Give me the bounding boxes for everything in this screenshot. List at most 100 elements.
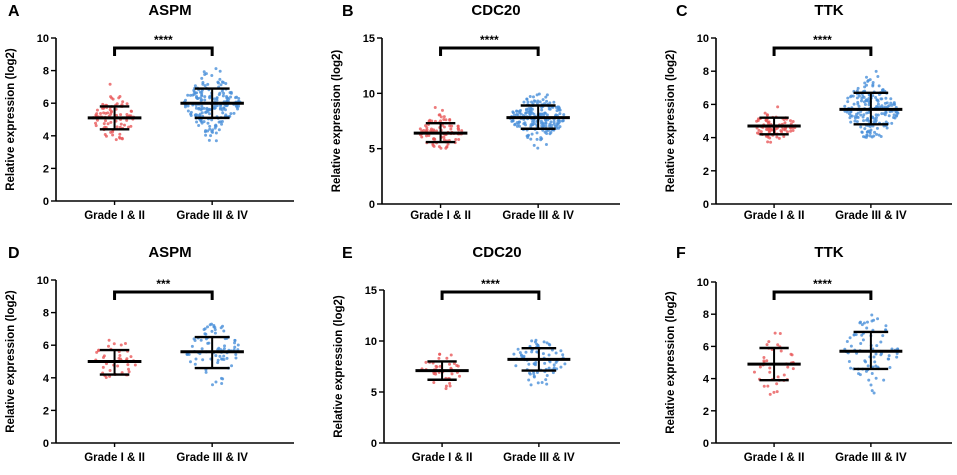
data-point bbox=[237, 97, 241, 101]
data-point bbox=[221, 377, 225, 381]
data-point bbox=[195, 120, 199, 124]
data-point bbox=[773, 331, 777, 335]
data-point bbox=[874, 69, 878, 73]
data-point bbox=[883, 101, 887, 105]
data-point bbox=[438, 364, 442, 368]
data-point bbox=[456, 127, 460, 131]
data-point bbox=[539, 136, 543, 140]
data-point bbox=[872, 391, 876, 395]
data-point bbox=[867, 110, 871, 114]
data-point bbox=[858, 321, 862, 325]
data-point bbox=[860, 333, 864, 337]
data-point bbox=[229, 91, 233, 95]
data-point bbox=[530, 132, 534, 136]
data-point bbox=[184, 98, 188, 102]
data-point bbox=[543, 111, 547, 115]
data-point bbox=[532, 372, 536, 376]
data-point bbox=[552, 120, 556, 124]
data-point bbox=[877, 84, 881, 88]
data-point bbox=[526, 100, 530, 104]
data-point bbox=[109, 110, 113, 114]
data-point bbox=[876, 317, 880, 321]
data-point bbox=[197, 107, 201, 111]
data-point bbox=[199, 108, 203, 112]
data-point bbox=[767, 340, 771, 344]
y-tick-label: 10 bbox=[363, 88, 375, 100]
data-point bbox=[867, 97, 871, 101]
data-point bbox=[528, 111, 532, 115]
data-point bbox=[778, 331, 782, 335]
data-point bbox=[204, 370, 208, 374]
data-point bbox=[442, 118, 446, 122]
data-point bbox=[460, 129, 464, 133]
data-point bbox=[233, 341, 237, 345]
data-point bbox=[95, 118, 99, 122]
data-point bbox=[873, 360, 877, 364]
data-point bbox=[108, 108, 112, 112]
data-point bbox=[232, 111, 236, 115]
data-point bbox=[860, 130, 864, 134]
data-point bbox=[775, 390, 779, 394]
data-point bbox=[870, 319, 874, 323]
data-point bbox=[766, 120, 770, 124]
data-point bbox=[115, 125, 119, 129]
data-point bbox=[549, 120, 553, 124]
data-point bbox=[222, 347, 226, 351]
significance-label: **** bbox=[481, 277, 500, 291]
x-tick-label: Grade I & II bbox=[84, 452, 145, 464]
data-point bbox=[126, 367, 130, 371]
data-point bbox=[885, 126, 889, 130]
data-point bbox=[558, 112, 562, 116]
data-point bbox=[788, 119, 792, 123]
data-point bbox=[532, 375, 536, 379]
data-point bbox=[528, 94, 532, 98]
data-point bbox=[121, 100, 125, 104]
data-point bbox=[218, 69, 222, 73]
data-point bbox=[769, 140, 773, 144]
data-point bbox=[534, 360, 538, 364]
data-point bbox=[884, 96, 888, 100]
y-tick-label: 2 bbox=[703, 166, 709, 178]
data-point bbox=[875, 126, 879, 130]
data-point bbox=[208, 124, 212, 128]
data-point bbox=[783, 121, 787, 125]
data-point bbox=[772, 390, 776, 394]
data-point bbox=[852, 102, 856, 106]
data-point bbox=[766, 384, 770, 388]
data-point bbox=[782, 135, 786, 139]
data-point bbox=[111, 133, 115, 137]
data-point bbox=[125, 357, 129, 361]
data-point bbox=[512, 113, 516, 117]
data-point bbox=[859, 341, 863, 345]
x-tick-label: Grade I & II bbox=[412, 452, 473, 464]
data-point bbox=[194, 106, 198, 110]
data-point bbox=[203, 327, 207, 331]
data-point bbox=[547, 366, 551, 370]
data-point bbox=[424, 360, 428, 364]
data-point bbox=[515, 109, 519, 113]
significance-label: **** bbox=[813, 33, 832, 47]
data-point bbox=[219, 326, 223, 330]
data-point bbox=[233, 338, 237, 342]
data-point bbox=[445, 145, 449, 149]
data-point bbox=[200, 94, 204, 98]
data-point bbox=[458, 374, 462, 378]
y-tick-label: 6 bbox=[703, 99, 709, 111]
data-point bbox=[892, 113, 896, 117]
panel-f: F TTK Relative expression (log2) 0 2 4 6 8 10 Gra… bbox=[665, 244, 952, 464]
data-point bbox=[872, 134, 876, 138]
significance-label: *** bbox=[156, 277, 170, 291]
data-point bbox=[849, 94, 853, 98]
data-point bbox=[210, 383, 214, 387]
data-point bbox=[759, 130, 763, 134]
data-point bbox=[547, 107, 551, 111]
data-point bbox=[869, 128, 873, 132]
data-point bbox=[857, 372, 861, 376]
y-tick-label: 10 bbox=[37, 33, 49, 45]
data-point bbox=[889, 101, 893, 105]
data-point bbox=[122, 123, 126, 127]
data-point bbox=[234, 353, 238, 357]
data-point bbox=[558, 125, 562, 129]
y-tick-label: 8 bbox=[703, 309, 709, 321]
data-point bbox=[435, 129, 439, 133]
